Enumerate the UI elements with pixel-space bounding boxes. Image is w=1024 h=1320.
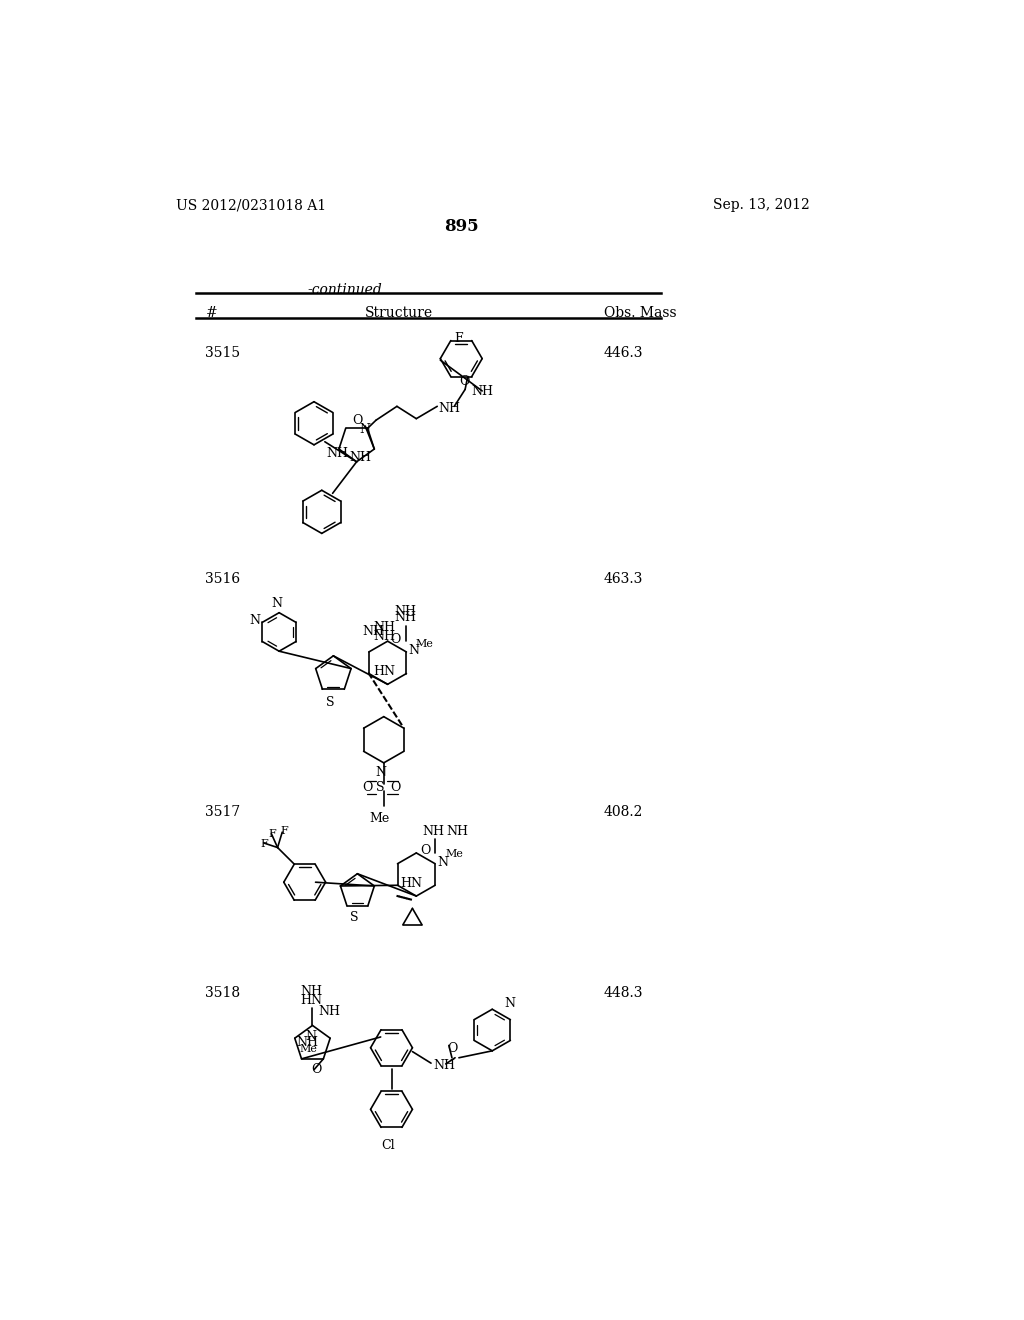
Text: NH: NH: [433, 1059, 456, 1072]
Text: -continued: -continued: [307, 284, 382, 297]
Text: 3517: 3517: [206, 805, 241, 820]
Text: N: N: [437, 855, 449, 869]
Text: NH: NH: [471, 385, 494, 399]
Text: O: O: [420, 843, 430, 857]
Text: 895: 895: [444, 218, 478, 235]
Text: NH: NH: [438, 403, 461, 416]
Text: N: N: [271, 598, 283, 610]
Text: NH: NH: [374, 622, 395, 634]
Text: NH: NH: [350, 450, 372, 463]
Text: Me: Me: [445, 850, 464, 859]
Text: HN: HN: [300, 994, 322, 1007]
Text: O: O: [311, 1063, 322, 1076]
Text: F: F: [454, 333, 463, 346]
Text: N: N: [375, 766, 386, 779]
Text: 3515: 3515: [206, 346, 241, 359]
Text: HN: HN: [400, 878, 423, 890]
Text: O: O: [391, 634, 401, 647]
Text: O: O: [447, 1041, 458, 1055]
Text: 463.3: 463.3: [604, 572, 643, 586]
Text: NH: NH: [374, 631, 395, 643]
Text: Structure: Structure: [366, 306, 433, 321]
Text: F: F: [260, 840, 268, 850]
Text: O: O: [362, 781, 373, 795]
Text: N: N: [359, 424, 370, 437]
Text: Me: Me: [416, 639, 433, 649]
Text: N: N: [305, 1030, 316, 1043]
Text: NH: NH: [445, 825, 468, 838]
Text: NH: NH: [296, 1036, 318, 1049]
Text: NH: NH: [394, 605, 416, 618]
Text: NH: NH: [362, 626, 385, 638]
Text: #: #: [206, 306, 217, 321]
Text: S: S: [376, 781, 384, 795]
Text: HN: HN: [374, 665, 395, 678]
Text: NH: NH: [300, 985, 322, 998]
Text: F: F: [281, 825, 289, 836]
Text: N: N: [504, 998, 515, 1010]
Text: S: S: [350, 911, 358, 924]
Text: 448.3: 448.3: [604, 986, 643, 1001]
Text: NH: NH: [327, 447, 348, 461]
Text: N: N: [408, 644, 419, 657]
Text: NH: NH: [394, 611, 416, 624]
Text: S: S: [326, 696, 335, 709]
Text: 446.3: 446.3: [604, 346, 643, 359]
Text: O: O: [390, 781, 400, 795]
Text: 408.2: 408.2: [604, 805, 643, 820]
Text: Me: Me: [369, 812, 389, 825]
Text: Sep. 13, 2012: Sep. 13, 2012: [713, 198, 810, 213]
Text: F: F: [268, 829, 276, 838]
Text: Cl: Cl: [382, 1139, 395, 1151]
Text: Obs. Mass: Obs. Mass: [604, 306, 677, 321]
Text: 3518: 3518: [206, 986, 241, 1001]
Text: 3516: 3516: [206, 572, 241, 586]
Text: US 2012/0231018 A1: US 2012/0231018 A1: [176, 198, 327, 213]
Text: O: O: [352, 414, 362, 428]
Text: N: N: [249, 614, 260, 627]
Text: NH: NH: [423, 825, 444, 838]
Text: NH: NH: [318, 1005, 341, 1018]
Text: Me: Me: [299, 1044, 317, 1055]
Text: O: O: [459, 375, 469, 388]
